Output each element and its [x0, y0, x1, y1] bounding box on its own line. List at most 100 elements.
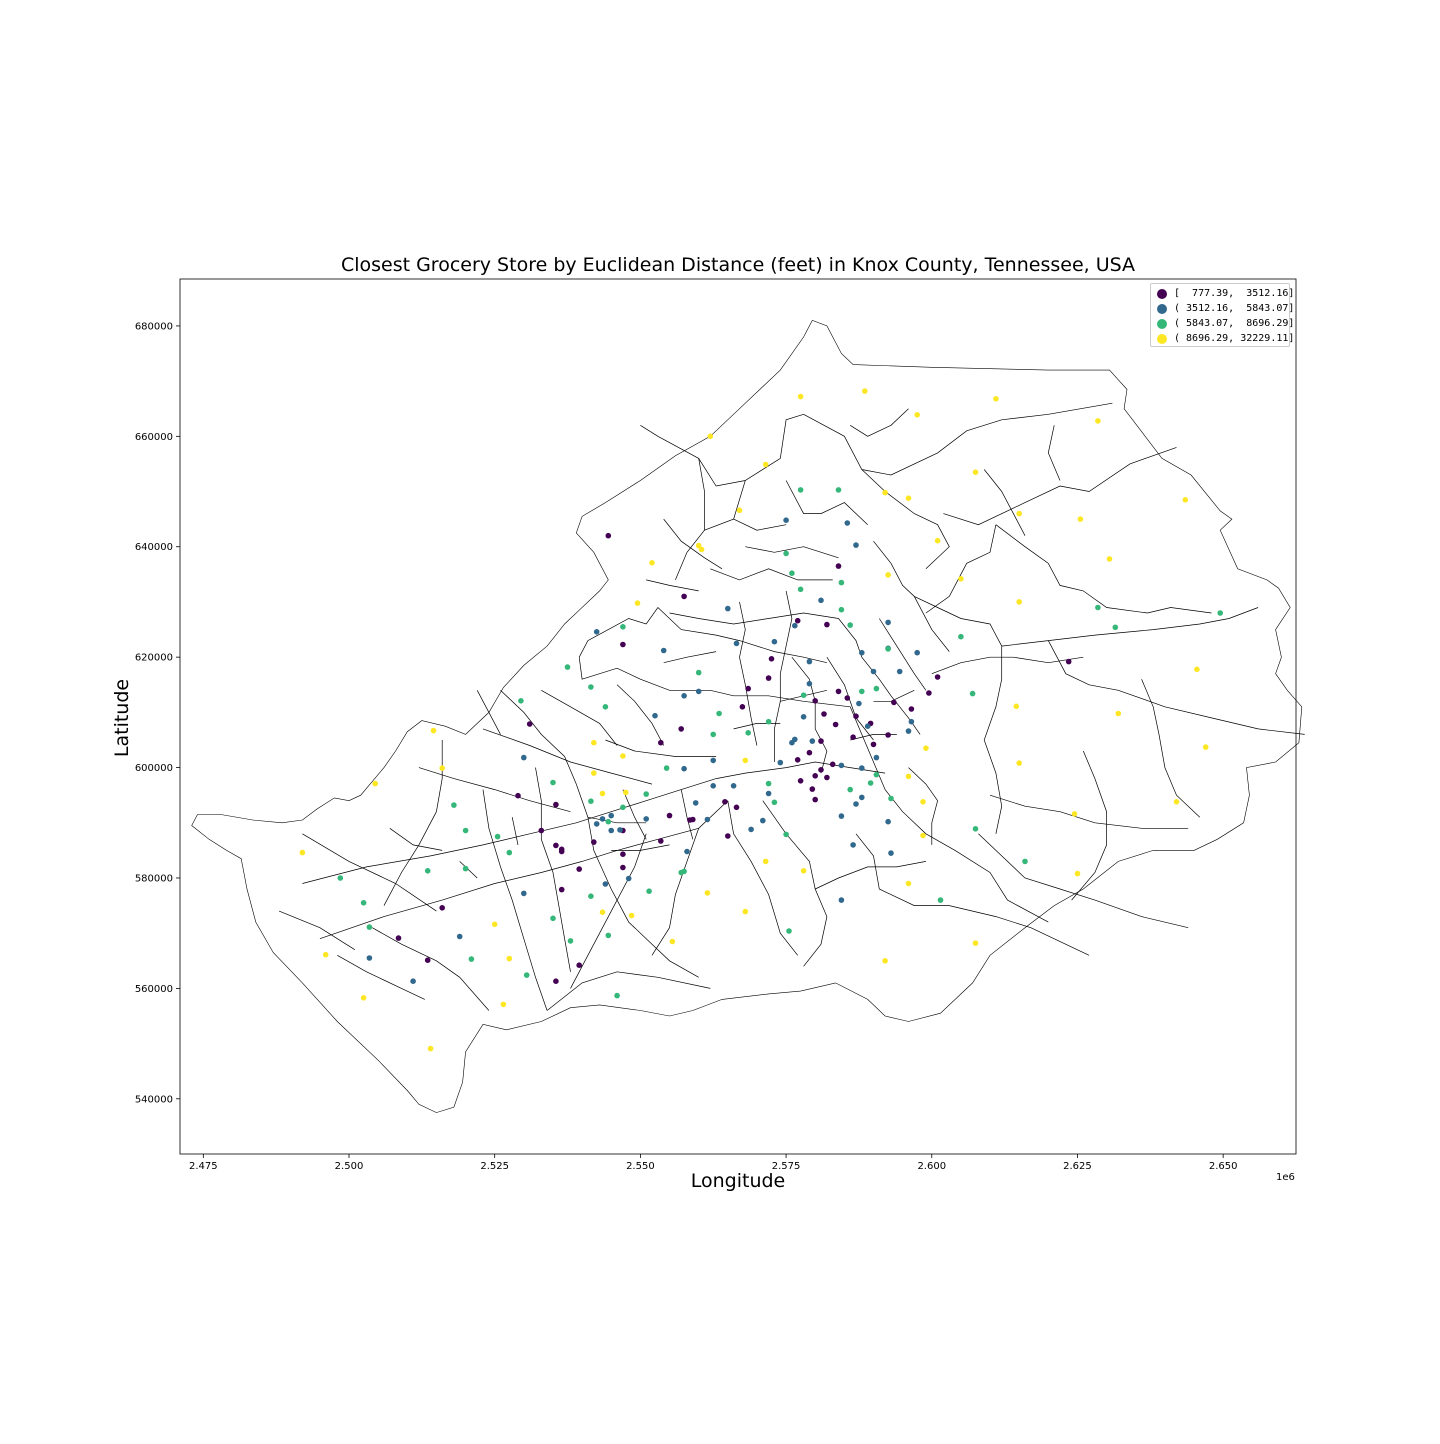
tract-boundary [791, 656, 828, 774]
data-point-class-2 [806, 658, 813, 665]
data-point-class-4 [620, 753, 626, 759]
data-point-class-3 [567, 938, 574, 944]
tract-boundary [815, 861, 926, 890]
data-point-class-4 [360, 995, 367, 1001]
data-point-class-2 [853, 542, 859, 548]
data-point-class-4 [862, 388, 868, 394]
data-point-class-3 [1112, 624, 1119, 631]
data-point-class-4 [1071, 811, 1078, 817]
data-point-class-4 [934, 537, 941, 544]
data-point-class-3 [605, 932, 612, 939]
data-point-class-1 [850, 734, 856, 740]
tract-boundary [1047, 640, 1305, 735]
tract-boundary [546, 971, 711, 1011]
data-point-class-3 [800, 692, 807, 698]
y-tick-label: 580000 [135, 873, 173, 884]
tract-boundary [850, 408, 909, 437]
tract-boundary [535, 767, 571, 972]
tract-boundary [622, 789, 647, 840]
data-point-class-3 [337, 875, 344, 881]
data-point-class-4 [905, 880, 912, 887]
county-outline [191, 320, 1303, 1113]
data-point-class-2 [885, 818, 891, 825]
data-point-class-3 [620, 624, 626, 630]
data-point-class-2 [681, 765, 687, 772]
data-point-class-2 [908, 718, 915, 725]
data-point-class-2 [838, 897, 845, 903]
data-point-class-4 [599, 909, 606, 915]
data-point-class-1 [725, 833, 731, 839]
data-point-class-1 [812, 796, 818, 803]
tract-boundary [482, 728, 653, 785]
data-point-class-1 [620, 851, 626, 857]
data-point-class-4 [430, 727, 437, 734]
chart-title: Closest Grocery Store by Euclidean Dista… [340, 254, 1136, 276]
data-point-class-1 [812, 773, 818, 779]
data-point-class-4 [1106, 556, 1113, 562]
tract-boundary [913, 596, 950, 652]
data-point-class-2 [771, 638, 778, 645]
y-tick-label: 640000 [135, 542, 173, 553]
data-point-class-1 [515, 792, 521, 799]
data-point-class-1 [934, 674, 941, 680]
data-point-class-3 [1095, 604, 1101, 611]
data-point-class-3 [1022, 858, 1028, 865]
data-point-class-2 [710, 783, 716, 789]
tract-boundary [587, 816, 647, 824]
data-point-class-3 [1217, 610, 1223, 616]
tract-boundary [826, 657, 874, 741]
data-point-class-3 [602, 704, 609, 710]
data-point-class-3 [518, 698, 524, 704]
data-point-class-1 [821, 711, 827, 717]
data-point-class-3 [797, 487, 804, 493]
data-point-class-2 [853, 801, 859, 807]
tract-boundary [803, 402, 1113, 476]
tract-boundary [383, 740, 443, 906]
data-point-class-1 [620, 641, 626, 648]
tract-boundary [727, 800, 798, 956]
data-point-class-1 [658, 739, 664, 746]
data-point-class-3 [835, 487, 842, 493]
data-point-class-4 [923, 745, 929, 751]
data-point-class-2 [366, 955, 373, 961]
tract-boundary [733, 518, 787, 531]
data-point-class-2 [873, 754, 880, 761]
legend-marker-class-1 [1157, 288, 1167, 299]
data-point-class-3 [838, 579, 845, 586]
data-point-class-4 [698, 546, 705, 553]
data-point-class-1 [818, 767, 824, 773]
data-point-class-1 [768, 656, 775, 662]
data-point-class-3 [789, 570, 795, 576]
data-point-class-4 [742, 908, 749, 915]
data-point-class-1 [620, 864, 626, 871]
tract-boundary [849, 706, 1049, 923]
data-point-class-1 [424, 957, 431, 963]
data-point-class-2 [710, 757, 716, 764]
data-point-class-2 [456, 933, 463, 940]
data-point-class-2 [704, 816, 711, 823]
tract-boundary [337, 954, 425, 1000]
data-point-class-4 [905, 495, 912, 502]
tract-boundary [733, 723, 781, 730]
tract-boundary [978, 833, 1189, 929]
data-point-class-4 [427, 1045, 434, 1052]
data-point-class-3 [643, 791, 649, 797]
legend-label-class-4: ( 8696.29, 32229.11] [1174, 333, 1295, 344]
data-point-class-3 [873, 685, 880, 692]
data-point-class-4 [800, 868, 807, 874]
legend-label-class-2: ( 3512.16, 5843.07] [1174, 303, 1295, 314]
data-point-class-3 [937, 897, 944, 903]
legend-item-class-1: [ 777.39, 3512.16] [1157, 286, 1294, 301]
x-axis-label: Longitude [690, 1170, 786, 1192]
legend-marker-class-3 [1157, 318, 1167, 329]
tract-boundary [541, 689, 618, 746]
data-point-class-4 [322, 951, 329, 958]
data-point-class-3 [885, 646, 891, 652]
data-point-class-3 [462, 827, 469, 834]
data-point-class-4 [591, 739, 597, 746]
data-point-class-4 [669, 938, 676, 945]
data-point-class-4 [1074, 870, 1081, 877]
y-axis-label: Latitude [111, 678, 133, 758]
data-point-class-4 [500, 1001, 507, 1008]
data-point-class-1 [739, 704, 746, 710]
